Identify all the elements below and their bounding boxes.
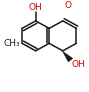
Text: O: O [65, 1, 72, 10]
Text: OH: OH [72, 60, 85, 69]
Text: OH: OH [29, 3, 43, 12]
Polygon shape [62, 51, 73, 62]
Text: CH₃: CH₃ [3, 39, 20, 48]
